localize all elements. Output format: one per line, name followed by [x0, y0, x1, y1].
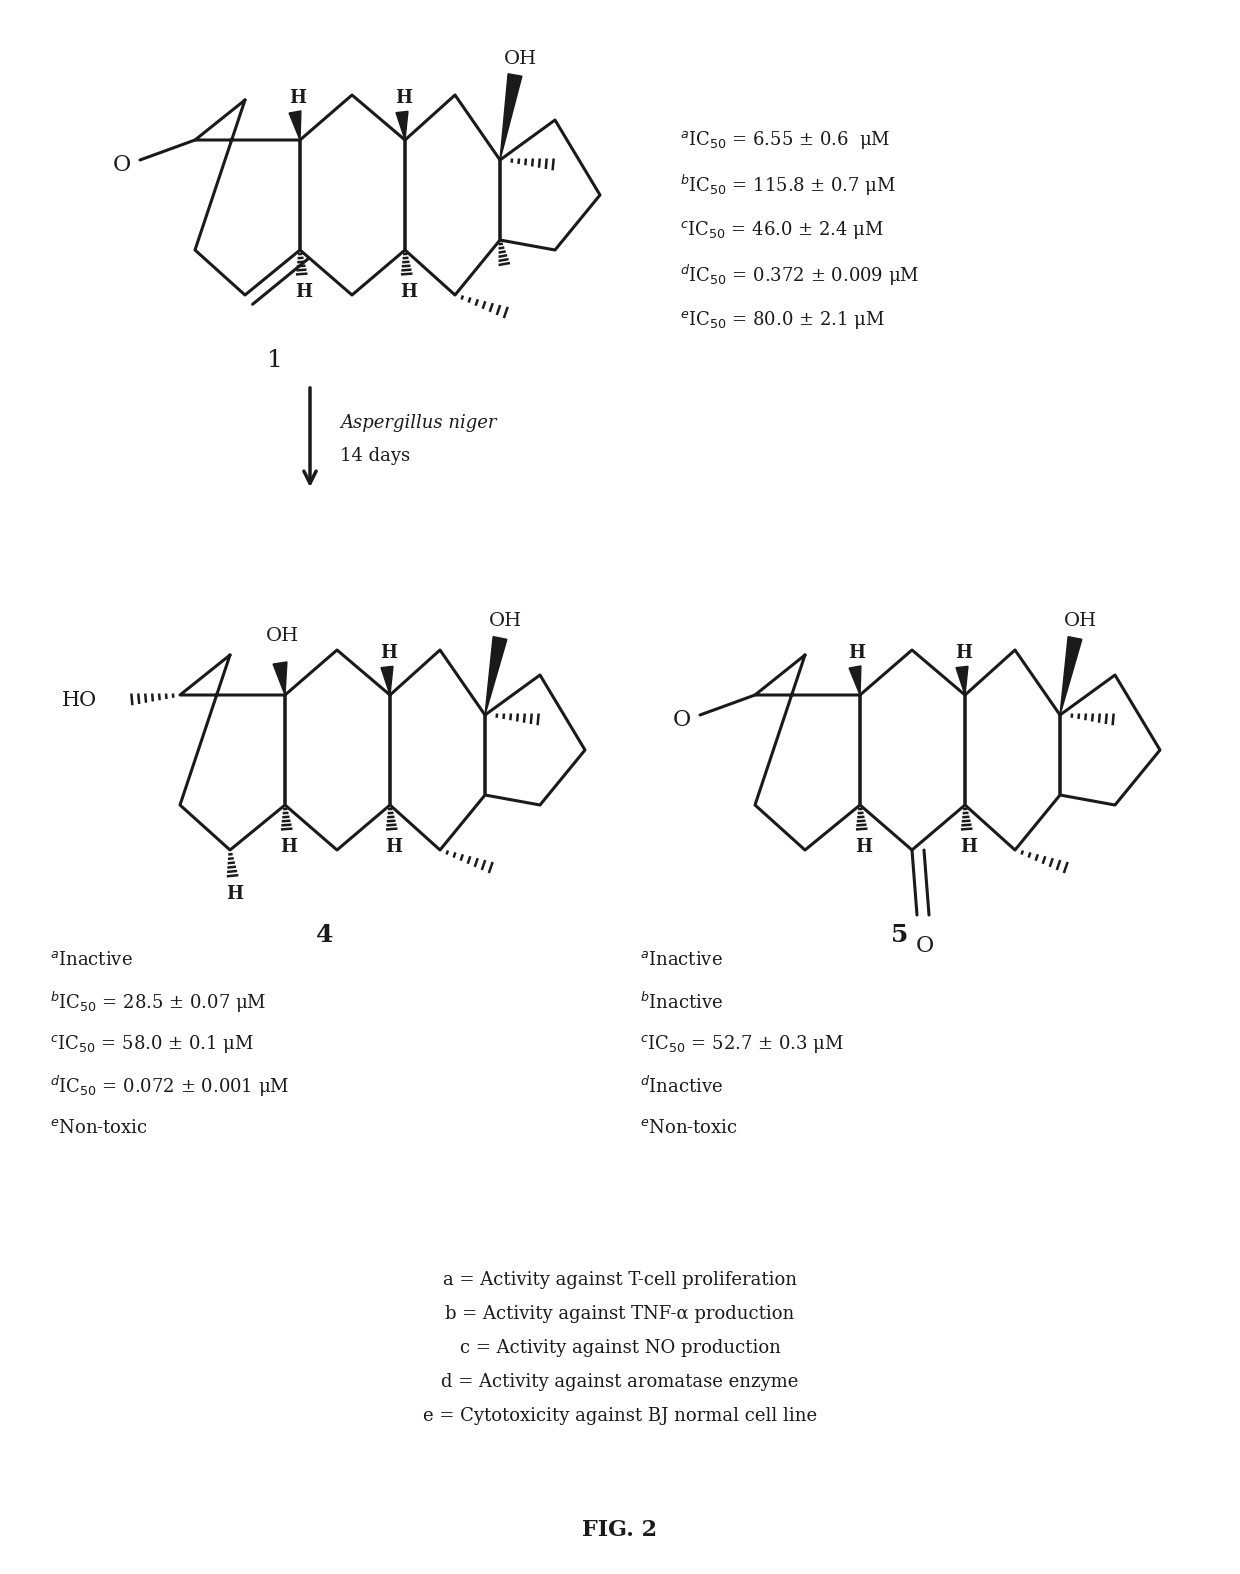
Polygon shape [381, 666, 393, 696]
Text: $^{a}$Inactive: $^{a}$Inactive [50, 951, 133, 970]
Text: HO: HO [62, 691, 97, 710]
Text: H: H [227, 885, 243, 903]
Text: OH: OH [489, 612, 522, 630]
Text: H: H [289, 90, 306, 107]
Text: $^{a}$IC$_{50}$ = 6.55 ± 0.6  μM: $^{a}$IC$_{50}$ = 6.55 ± 0.6 μM [680, 129, 890, 151]
Text: H: H [848, 644, 866, 663]
Text: 14 days: 14 days [340, 447, 410, 464]
Polygon shape [1060, 636, 1081, 715]
Text: O: O [916, 935, 934, 957]
Text: OH: OH [265, 626, 299, 645]
Text: H: H [856, 837, 873, 856]
Text: O: O [113, 154, 131, 176]
Text: $^{c}$IC$_{50}$ = 58.0 ± 0.1 μM: $^{c}$IC$_{50}$ = 58.0 ± 0.1 μM [50, 1033, 254, 1055]
Text: 1: 1 [267, 348, 283, 371]
Text: 5: 5 [892, 922, 909, 948]
Text: c = Activity against NO production: c = Activity against NO production [460, 1339, 780, 1357]
Text: $^{b}$IC$_{50}$ = 28.5 ± 0.07 μM: $^{b}$IC$_{50}$ = 28.5 ± 0.07 μM [50, 990, 267, 1015]
Text: a = Activity against T-cell proliferation: a = Activity against T-cell proliferatio… [443, 1270, 797, 1289]
Text: e = Cytotoxicity against BJ normal cell line: e = Cytotoxicity against BJ normal cell … [423, 1407, 817, 1424]
Text: Aspergillus niger: Aspergillus niger [340, 414, 496, 431]
Text: H: H [386, 837, 403, 856]
Text: H: H [956, 644, 972, 663]
Text: $^{d}$Inactive: $^{d}$Inactive [640, 1075, 723, 1097]
Text: H: H [961, 837, 977, 856]
Text: 4: 4 [316, 922, 334, 948]
Text: d = Activity against aromatase enzyme: d = Activity against aromatase enzyme [441, 1373, 799, 1391]
Polygon shape [956, 666, 968, 696]
Text: $^{c}$IC$_{50}$ = 46.0 ± 2.4 μM: $^{c}$IC$_{50}$ = 46.0 ± 2.4 μM [680, 219, 884, 241]
Text: $^{b}$Inactive: $^{b}$Inactive [640, 992, 723, 1012]
Text: $^{c}$IC$_{50}$ = 52.7 ± 0.3 μM: $^{c}$IC$_{50}$ = 52.7 ± 0.3 μM [640, 1033, 844, 1055]
Polygon shape [500, 74, 522, 161]
Polygon shape [849, 666, 861, 696]
Text: $^{a}$Inactive: $^{a}$Inactive [640, 951, 723, 970]
Polygon shape [396, 112, 408, 140]
Polygon shape [273, 663, 286, 696]
Text: FIG. 2: FIG. 2 [583, 1519, 657, 1541]
Text: b = Activity against TNF-α production: b = Activity against TNF-α production [445, 1305, 795, 1324]
Text: $^{d}$IC$_{50}$ = 0.372 ± 0.009 μM: $^{d}$IC$_{50}$ = 0.372 ± 0.009 μM [680, 263, 919, 288]
Text: $^{e}$Non-toxic: $^{e}$Non-toxic [50, 1119, 148, 1136]
Text: H: H [401, 283, 418, 301]
Text: H: H [396, 90, 413, 107]
Text: H: H [280, 837, 298, 856]
Text: $^{d}$IC$_{50}$ = 0.072 ± 0.001 μM: $^{d}$IC$_{50}$ = 0.072 ± 0.001 μM [50, 1073, 289, 1099]
Polygon shape [485, 636, 507, 715]
Text: $^{e}$Non-toxic: $^{e}$Non-toxic [640, 1119, 738, 1136]
Text: O: O [673, 708, 691, 730]
Text: H: H [295, 283, 312, 301]
Polygon shape [289, 110, 301, 140]
Text: $^{b}$IC$_{50}$ = 115.8 ± 0.7 μM: $^{b}$IC$_{50}$ = 115.8 ± 0.7 μM [680, 173, 895, 198]
Text: $^{e}$IC$_{50}$ = 80.0 ± 2.1 μM: $^{e}$IC$_{50}$ = 80.0 ± 2.1 μM [680, 309, 884, 331]
Text: OH: OH [503, 50, 537, 68]
Text: H: H [381, 644, 398, 663]
Text: OH: OH [1064, 612, 1096, 630]
